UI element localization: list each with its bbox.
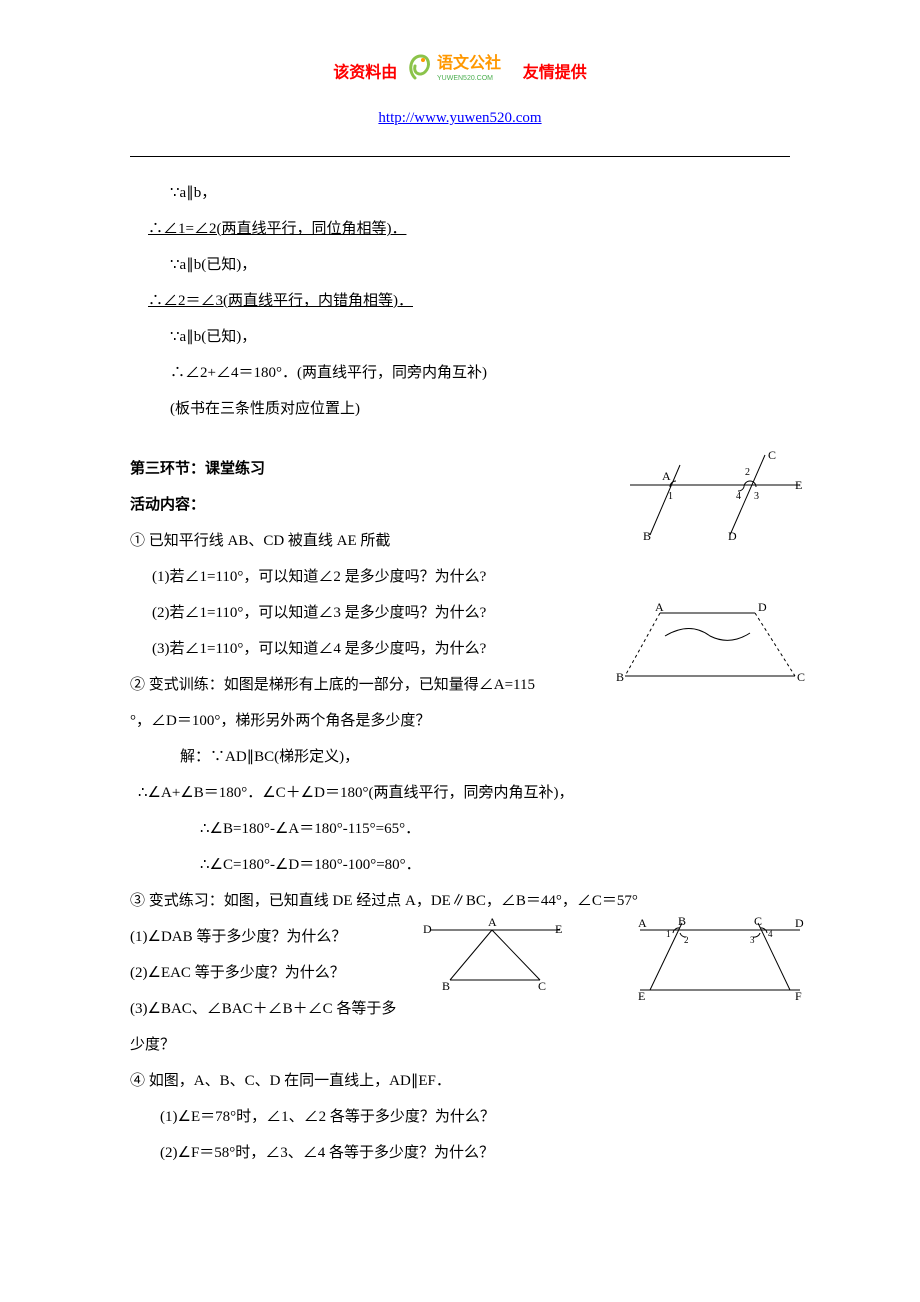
figure-4: A B C D E F 1 2 3 4: [630, 915, 810, 1019]
fig1-label-3: 3: [754, 491, 759, 502]
fig4-label-E: E: [638, 989, 645, 1003]
proof-block: ∵a∥b， ∴∠1=∠2(两直线平行，同位角相等)． ∵a∥b(已知)， ∴∠2…: [130, 175, 790, 427]
fig1-label-D: D: [728, 529, 737, 543]
q1-1: (1)若∠1=110°，可以知道∠2 是多少度吗？为什么?: [130, 559, 790, 595]
q3-intro: ③ 变式练习：如图，已知直线 DE 经过点 A，DE∥BC，∠B＝44°，∠C＝…: [130, 883, 790, 919]
q2-s1: 解：∵AD∥BC(梯形定义)，: [130, 739, 790, 775]
fig1-label-1: 1: [668, 491, 673, 502]
q4-2: (2)∠F＝58°时，∠3、∠4 各等于多少度？为什么？: [130, 1135, 790, 1171]
proof-line-3: ∵a∥b(已知)，: [130, 247, 790, 283]
q3-3b: 少度？: [130, 1027, 790, 1063]
fig3-label-D: D: [423, 922, 432, 936]
q2-intro2: °，∠D＝100°，梯形另外两个角各是多少度？: [130, 703, 790, 739]
fig4-label-2: 2: [684, 935, 689, 945]
q4-intro: ④ 如图，A、B、C、D 在同一直线上，AD∥EF．: [130, 1063, 790, 1099]
fig4-label-B: B: [678, 915, 686, 928]
header-url: http://www.yuwen520.com: [130, 100, 790, 136]
proof-line-5: ∵a∥b(已知)，: [130, 319, 790, 355]
header-suffix: 友情提供: [523, 64, 587, 81]
fig2-label-D: D: [758, 601, 767, 614]
header-prefix: 该资料由: [333, 64, 397, 81]
fig3-label-C: C: [538, 979, 546, 993]
logo-subtext: YUWEN520.COM: [437, 75, 493, 82]
header-separator: [130, 156, 790, 157]
proof-line-2: ∴∠1=∠2(两直线平行，同位角相等)．: [148, 211, 468, 247]
proof-line-7: (板书在三条性质对应位置上): [130, 391, 790, 427]
q2-s2: ∴∠A+∠B＝180°．∠C＋∠D＝180°(两直线平行，同旁内角互补)，: [130, 775, 790, 811]
figure-3: D A E B C: [420, 915, 570, 1009]
fig1-label-C: C: [768, 448, 776, 462]
fig4-label-D: D: [795, 916, 804, 930]
fig4-label-A: A: [638, 916, 647, 930]
fig1-label-E: E: [795, 478, 802, 492]
fig1-label-A: A: [662, 469, 671, 483]
figure-1: A B C D E 1 2 3 4: [610, 445, 810, 559]
q4-1: (1)∠E＝78°时，∠1、∠2 各等于多少度？为什么？: [130, 1099, 790, 1135]
page-header: 该资料由 语文公社 YUWEN520.COM 友情提供 http://www.y…: [130, 50, 790, 136]
fig4-label-3: 3: [750, 935, 755, 945]
fig2-label-A: A: [655, 601, 664, 614]
fig3-label-E: E: [555, 922, 562, 936]
section-3: A B C D E 1 2 3 4 A: [130, 451, 790, 1171]
proof-line-1: ∵a∥b，: [130, 175, 790, 211]
fig1-label-B: B: [643, 529, 651, 543]
proof-line-4: ∴∠2＝∠3(两直线平行，内错角相等)．: [148, 283, 468, 319]
fig4-label-C: C: [754, 915, 762, 928]
fig4-label-F: F: [795, 989, 802, 1003]
q2-s3: ∴∠B=180°-∠A＝180°-115°=65°．: [130, 811, 790, 847]
figure-2: A B C D: [610, 601, 810, 705]
logo-text: 语文公社: [437, 53, 501, 72]
fig2-label-C: C: [797, 670, 805, 684]
proof-line-6: ∴∠2+∠4＝180°．(两直线平行，同旁内角互补): [130, 355, 790, 391]
site-logo-icon: 语文公社 YUWEN520.COM: [405, 50, 515, 98]
fig4-label-1: 1: [666, 929, 671, 939]
fig3-label-B: B: [442, 979, 450, 993]
header-line-1: 该资料由 语文公社 YUWEN520.COM 友情提供: [130, 50, 790, 98]
fig1-label-4: 4: [736, 491, 741, 502]
q2-s4: ∴∠C=180°-∠D＝180°-100°=80°．: [130, 847, 790, 883]
fig4-label-4: 4: [768, 929, 773, 939]
q3-block: D A E B C: [130, 883, 790, 1063]
fig2-label-B: B: [616, 670, 624, 684]
fig1-label-2: 2: [745, 467, 750, 478]
document-page: 该资料由 语文公社 YUWEN520.COM 友情提供 http://www.y…: [0, 0, 920, 1231]
fig3-label-A: A: [488, 915, 497, 929]
